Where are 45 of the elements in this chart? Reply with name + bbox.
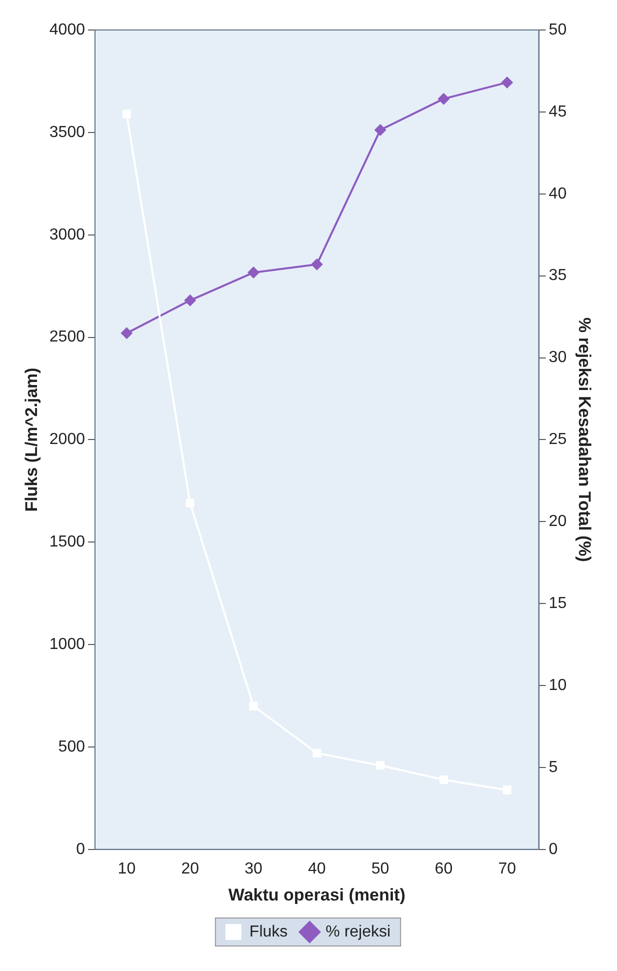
y-tick-label: 500	[58, 738, 86, 756]
y-tick-label: 2000	[49, 431, 86, 448]
y-tick-label: 4000	[49, 21, 86, 38]
point	[439, 776, 448, 784]
point	[247, 266, 260, 279]
y2-tick-label: 45	[548, 103, 567, 120]
y2-tick-label: 35	[548, 267, 567, 284]
y2-tick-label: 25	[548, 431, 567, 448]
y2-tick-label: 50	[548, 21, 567, 38]
y2-tick-label: 30	[548, 349, 567, 366]
y2-tick-label: 40	[548, 185, 567, 202]
y-tick-label: 3000	[49, 226, 86, 244]
point	[120, 327, 133, 340]
y2-tick-label: 0	[548, 840, 558, 858]
x-tick-label: 70	[498, 860, 516, 878]
y-tick-label: 1500	[49, 534, 86, 551]
y2-axis-title: % rejeksi Kesadahan Total (%)	[575, 318, 594, 562]
y-tick-label: 1000	[49, 636, 86, 653]
y2-tick-label: 10	[548, 676, 567, 694]
x-tick-label: 20	[181, 860, 200, 878]
legend-label: % rejeksi	[326, 923, 391, 940]
point	[310, 258, 323, 270]
x-tick-label: 30	[244, 860, 262, 878]
point	[122, 110, 131, 118]
x-tick-label: 60	[434, 860, 453, 878]
point	[376, 761, 385, 770]
y-tick-label: 2500	[49, 328, 86, 346]
x-tick-label: 40	[308, 860, 326, 878]
y-tick-label: 3500	[49, 124, 86, 141]
x-tick-label: 50	[371, 860, 390, 878]
x-axis-title: Waktu operasi (menit)	[228, 885, 406, 904]
y2-tick-label: 5	[548, 758, 558, 776]
point	[502, 786, 512, 794]
y2-tick-label: 20	[548, 513, 567, 530]
y2-tick-label: 15	[548, 594, 567, 612]
y-axis-title: Fluks (L/m^2.jam)	[22, 368, 41, 512]
point	[186, 498, 194, 508]
point	[184, 294, 196, 306]
y-tick-label: 0	[76, 840, 86, 858]
point	[438, 92, 450, 105]
point	[501, 76, 514, 88]
x-tick-label: 10	[118, 860, 136, 878]
point	[374, 124, 386, 136]
point	[312, 748, 322, 758]
legend-label: Fluks	[249, 923, 288, 940]
